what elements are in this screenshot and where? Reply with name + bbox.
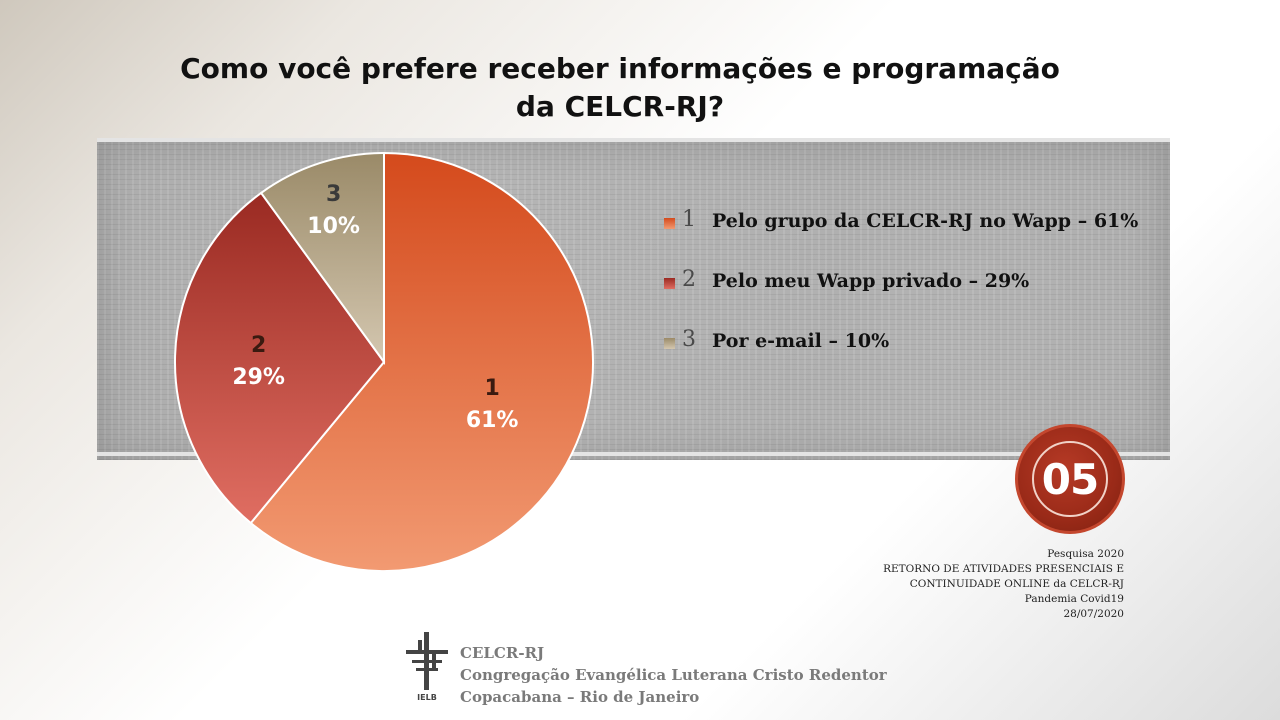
cross-logo-icon: IELB [406,632,448,702]
title-line-1: Como você prefere receber informações e … [180,52,1060,85]
footer-line-3: Copacabana – Rio de Janeiro [460,688,700,706]
legend-label-1: Pelo grupo da CELCR-RJ no Wapp – 61% [712,210,1139,232]
slide-number-badge: 05 [1015,424,1125,534]
band-bottom-edge [97,452,1170,456]
legend-swatch-2 [664,278,675,289]
legend-swatch-3 [664,338,675,349]
survey-info-line-2: RETORNO DE ATIVIDADES PRESENCIAIS E [883,563,1124,575]
footer-line-2: Congregação Evangélica Luterana Cristo R… [460,666,887,684]
textured-band [97,142,1170,460]
survey-info: Pesquisa 2020 RETORNO DE ATIVIDADES PRES… [820,547,1124,622]
title-line-2: da CELCR-RJ? [515,90,725,123]
legend-swatch-1 [664,218,675,229]
legend-number-3: 3 [682,327,696,352]
legend-number-2: 2 [682,267,696,292]
footer: CELCR-RJ Congregação Evangélica Luterana… [460,642,887,708]
survey-info-line-3: CONTINUIDADE ONLINE da CELCR-RJ [909,578,1124,590]
logo-text: IELB [417,693,437,702]
survey-info-line-4: Pandemia Covid19 [1024,593,1124,605]
legend-label-3: Por e-mail – 10% [712,330,890,352]
slide-number: 05 [1032,441,1108,517]
legend-number-1: 1 [682,207,696,232]
legend-label-2: Pelo meu Wapp privado – 29% [712,270,1030,292]
band-top-edge [97,138,1170,142]
survey-info-line-1: Pesquisa 2020 [1047,548,1124,560]
footer-line-1: CELCR-RJ [460,644,545,662]
survey-info-line-5: 28/07/2020 [1063,608,1124,620]
slide-title: Como você prefere receber informações e … [120,50,1120,126]
